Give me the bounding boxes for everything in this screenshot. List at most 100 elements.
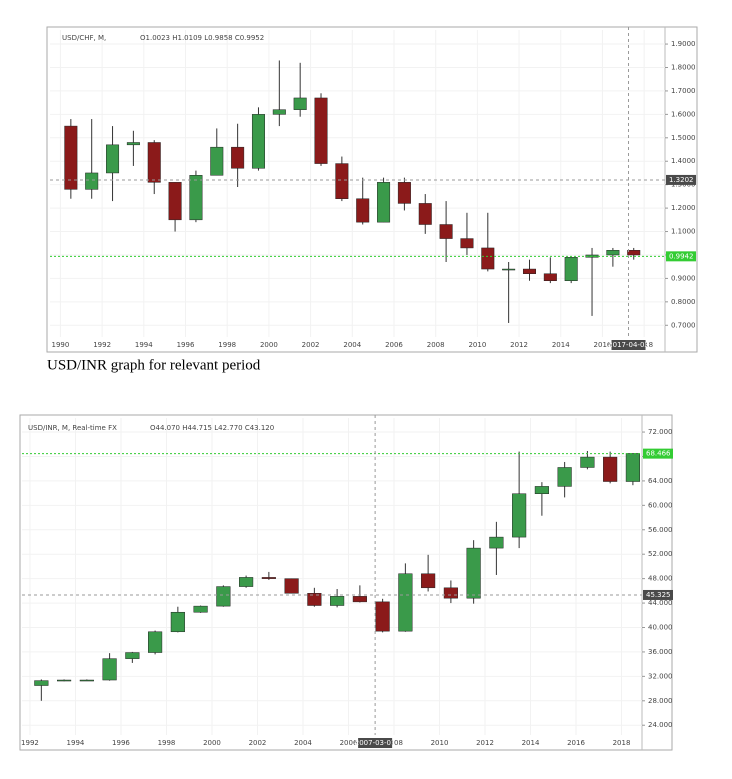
y-tick-label: 44.000 bbox=[648, 599, 673, 607]
candle-body bbox=[148, 631, 163, 653]
y-tick-label: 1.4000 bbox=[671, 157, 696, 165]
crosshair-x-label: 2017-04-03 bbox=[608, 341, 649, 349]
x-tick-label: 1990 bbox=[52, 341, 70, 349]
candle-body bbox=[557, 467, 572, 487]
candle-body bbox=[603, 456, 618, 482]
candle-body bbox=[397, 182, 411, 204]
crosshair-x-box bbox=[611, 340, 646, 350]
y-tick-label: 60.000 bbox=[648, 501, 673, 509]
x-tick-label: 2004 bbox=[294, 739, 312, 747]
candle-body bbox=[239, 577, 254, 587]
crosshair-y-label: 1.3202 bbox=[669, 176, 694, 184]
candle-body bbox=[534, 486, 549, 494]
candle-body bbox=[106, 144, 120, 174]
candle-body bbox=[466, 547, 481, 599]
x-tick-label: 2008 bbox=[385, 739, 403, 747]
x-tick-label: 2018 bbox=[613, 739, 631, 747]
x-tick-label: 1992 bbox=[21, 739, 39, 747]
x-tick-label: 1994 bbox=[67, 739, 85, 747]
chart-title: USD/CHF, M, bbox=[62, 34, 106, 42]
x-tick-label: 2006 bbox=[385, 341, 403, 349]
ohlc-legend: O44.070 H44.715 L42.770 C43.120 bbox=[150, 424, 274, 432]
price-label: 0.9942 bbox=[669, 252, 694, 260]
y-tick-label: 24.000 bbox=[648, 721, 673, 729]
y-tick-label: 1.6000 bbox=[671, 110, 696, 118]
x-tick-label: 1996 bbox=[112, 739, 130, 747]
x-tick-label: 1992 bbox=[93, 341, 111, 349]
candle-body bbox=[375, 601, 390, 632]
candle-body bbox=[627, 250, 641, 256]
candle-body bbox=[261, 577, 276, 579]
candle-body bbox=[193, 605, 208, 613]
y-tick-label: 0.9000 bbox=[671, 274, 696, 282]
candle-body bbox=[125, 652, 140, 659]
candle-body bbox=[272, 109, 286, 115]
candle-body bbox=[377, 182, 391, 223]
candle-body bbox=[356, 198, 370, 223]
candle-body bbox=[57, 679, 72, 682]
candle-body bbox=[543, 273, 557, 282]
x-tick-label: 2006 bbox=[340, 739, 358, 747]
x-tick-label: 2002 bbox=[249, 739, 267, 747]
candle-body bbox=[102, 658, 117, 681]
y-tick-label: 1.5000 bbox=[671, 134, 696, 142]
crosshair-x-label: 2007-03-01 bbox=[355, 739, 396, 747]
candle-body bbox=[335, 163, 349, 199]
candle-body bbox=[170, 611, 185, 633]
candle-body bbox=[34, 680, 49, 686]
candle-body bbox=[421, 573, 436, 589]
y-tick-label: 48.000 bbox=[648, 575, 673, 583]
x-tick-label: 2010 bbox=[468, 341, 486, 349]
candle-body bbox=[418, 203, 432, 225]
candle-body bbox=[580, 456, 595, 468]
chart-frame bbox=[19, 414, 673, 751]
candle-body bbox=[147, 142, 161, 183]
x-tick-label: 1998 bbox=[158, 739, 176, 747]
x-tick-label: 2008 bbox=[427, 341, 445, 349]
candle-body bbox=[489, 536, 504, 549]
crosshair-x-box bbox=[358, 738, 393, 748]
x-tick-label: 2004 bbox=[343, 341, 361, 349]
y-tick-label: 52.000 bbox=[648, 550, 673, 558]
ohlc-legend: O1.0023 H1.0109 L0.9858 C0.9952 bbox=[140, 34, 264, 42]
crosshair-y-box bbox=[666, 174, 696, 185]
caption: USD/INR graph for relevant period bbox=[47, 357, 261, 373]
candle-body bbox=[231, 146, 245, 169]
candle-body bbox=[189, 175, 203, 221]
y-tick-label: 56.000 bbox=[648, 526, 673, 534]
price-label-box bbox=[666, 251, 696, 262]
crosshair-y-label: 45.325 bbox=[646, 591, 671, 599]
candle-body bbox=[398, 573, 413, 632]
y-tick-label: 72.000 bbox=[648, 428, 673, 436]
x-tick-label: 1996 bbox=[177, 341, 195, 349]
y-tick-label: 64.000 bbox=[648, 477, 673, 485]
y-tick-label: 40.000 bbox=[648, 624, 673, 632]
chart-title: USD/INR, M, Real-time FX bbox=[28, 424, 117, 432]
candle-body bbox=[512, 493, 527, 538]
candle-body bbox=[168, 182, 182, 221]
candle-body bbox=[352, 596, 367, 603]
chart-frame bbox=[46, 26, 698, 353]
candle-body bbox=[85, 172, 99, 190]
y-tick-label: 0.7000 bbox=[671, 321, 696, 329]
candle-body bbox=[460, 238, 474, 249]
candle-body bbox=[625, 453, 640, 482]
x-tick-label: 2016 bbox=[567, 739, 585, 747]
y-tick-label: 32.000 bbox=[648, 672, 673, 680]
y-tick-label: 36.000 bbox=[648, 648, 673, 656]
y-tick-label: 1.7000 bbox=[671, 87, 696, 95]
candle-body bbox=[126, 142, 140, 146]
candle-body bbox=[251, 114, 265, 169]
y-tick-label: 0.8000 bbox=[671, 298, 696, 306]
x-tick-label: 1998 bbox=[218, 341, 236, 349]
x-tick-label: 2010 bbox=[431, 739, 449, 747]
candle-body bbox=[64, 125, 78, 190]
candle-body bbox=[314, 97, 328, 164]
candle-body bbox=[216, 586, 231, 607]
candle-body bbox=[502, 268, 516, 271]
candle-body bbox=[564, 257, 578, 282]
x-tick-label: 2000 bbox=[260, 341, 278, 349]
x-tick-label: 2012 bbox=[476, 739, 494, 747]
